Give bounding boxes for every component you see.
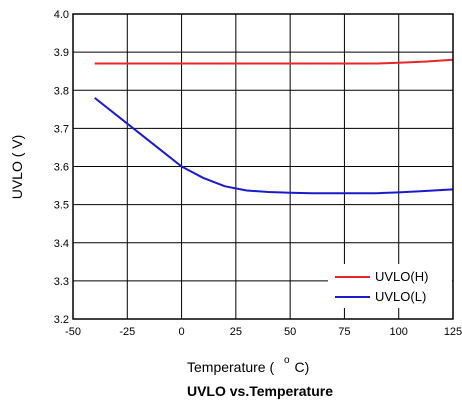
y-tick-label: 3.6: [54, 162, 69, 174]
y-tick-label: 3.3: [54, 276, 69, 288]
y-tick-label: 4.0: [54, 9, 69, 21]
x-tick-label: 50: [284, 326, 296, 338]
x-tick-label: 100: [390, 326, 408, 338]
x-axis-title-unit: C): [295, 359, 310, 375]
x-tick-labels: -50 -25 0 25 50 75 100 125: [65, 326, 462, 338]
series-lines: [94, 58, 454, 195]
legend-box: [328, 264, 452, 308]
x-tick-label: -25: [119, 326, 135, 338]
x-axis-title: Temperature ( o C): [187, 350, 309, 375]
y-tick-label: 3.4: [54, 238, 69, 250]
y-tick-label: 3.2: [54, 314, 69, 326]
x-tick-label: 25: [230, 326, 242, 338]
x-tick-label: -50: [65, 326, 81, 338]
x-tick-label: 75: [338, 326, 350, 338]
y-tick-label: 3.9: [54, 47, 69, 59]
y-tick-labels: 3.2 3.3 3.4 3.5 3.6 3.7 3.8 3.9 4.0: [54, 9, 69, 326]
series-line-uvlo-l: [94, 97, 454, 195]
x-axis-title-main: Temperature (: [187, 359, 274, 375]
y-tick-label: 3.8: [54, 85, 69, 97]
x-tick-label: 125: [444, 326, 462, 338]
legend-label-uvlo-h: UVLO(H): [375, 269, 428, 284]
legend-label-uvlo-l: UVLO(L): [375, 289, 426, 304]
y-axis-title: UVLO ( V): [9, 135, 25, 200]
y-tick-label: 3.5: [54, 200, 69, 212]
y-tick-label: 3.7: [54, 123, 69, 135]
degree-symbol: o: [284, 355, 290, 366]
legend: UVLO(H) UVLO(L): [328, 264, 452, 308]
x-tick-label: 0: [179, 326, 185, 338]
plot-frame: [72, 13, 454, 320]
series-line-uvlo-h: [94, 58, 454, 65]
chart-title: UVLO vs.Temperature: [187, 383, 333, 399]
